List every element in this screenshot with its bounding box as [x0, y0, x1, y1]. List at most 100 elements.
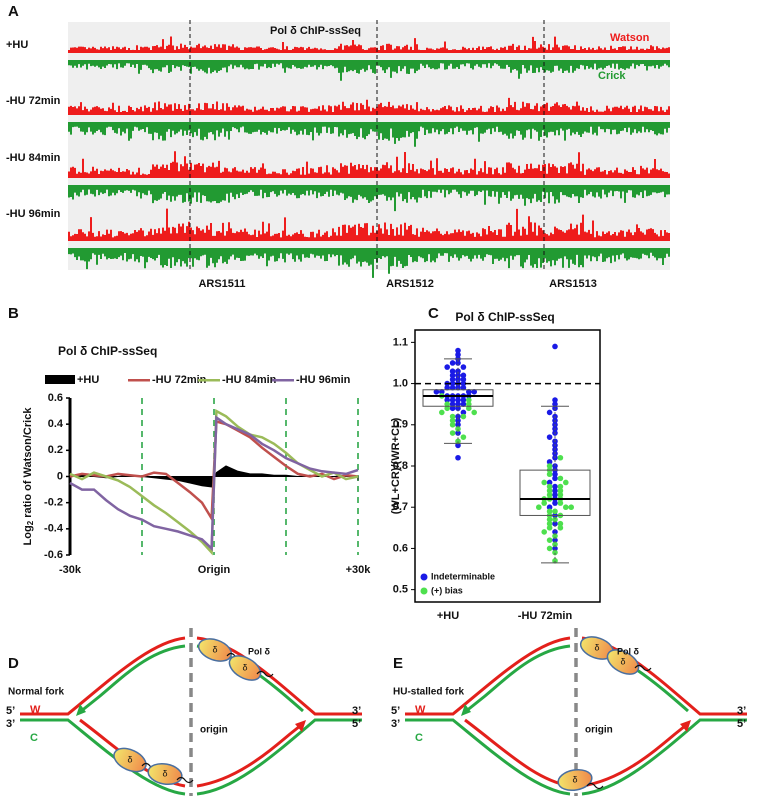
point: [552, 549, 558, 556]
pol-label: Pol δ: [617, 646, 640, 656]
point: [546, 492, 553, 498]
strand-end: 5’: [352, 718, 361, 730]
point: [466, 401, 472, 407]
point: [449, 376, 456, 383]
point: [557, 525, 564, 531]
point: [455, 430, 461, 436]
pol-delta: [113, 747, 147, 773]
y-label-rest: ratio of Watson/Crick: [22, 407, 34, 521]
y-tick-label: 0.4: [48, 418, 64, 430]
strand: [79, 644, 186, 714]
point: [444, 405, 451, 412]
point: [552, 520, 558, 527]
point: [460, 413, 467, 420]
y-tick-label: -0.6: [44, 549, 63, 561]
point: [557, 492, 564, 498]
strand: [20, 636, 186, 716]
plot-frame: [414, 329, 601, 603]
point: [552, 545, 558, 552]
point: [460, 409, 467, 416]
point: [552, 483, 558, 490]
crick-baseline: [68, 122, 670, 125]
point: [557, 475, 564, 482]
legend-swatch: [420, 573, 428, 581]
point: [552, 533, 558, 539]
pol-delta-symbol: δ: [127, 754, 132, 764]
legend-swatch: [198, 379, 220, 382]
y-tick-label: 0.5: [393, 584, 408, 596]
strand: [405, 636, 571, 716]
point: [444, 401, 451, 407]
point: [449, 397, 456, 403]
y-tick-label: -0.2: [44, 497, 63, 509]
legend-swatch: [272, 379, 294, 382]
fork-title: Normal fork: [8, 687, 65, 698]
crick-baseline: [68, 185, 670, 188]
point: [455, 413, 461, 420]
strand-end: 3’: [6, 718, 15, 730]
point: [439, 389, 445, 395]
crick-track: [68, 59, 670, 81]
strand-end: 5’: [6, 705, 15, 717]
point: [546, 434, 553, 440]
strand: [581, 724, 686, 788]
strand: [196, 718, 362, 796]
point: [455, 401, 461, 407]
point: [466, 389, 472, 395]
point: [552, 537, 558, 543]
locus-label: ARS1513: [549, 278, 597, 290]
legend-label: Indeterminable: [431, 571, 495, 581]
point: [563, 479, 569, 486]
strand-name: C: [415, 732, 423, 744]
pol-delta-symbol: δ: [572, 774, 577, 784]
y-label-sub: 2: [26, 520, 35, 525]
y-axis-label: Log2 ratio of Watson/Crick: [22, 407, 35, 546]
point: [460, 401, 467, 407]
point: [546, 483, 553, 490]
x-tick-label: +HU: [437, 610, 459, 622]
point: [455, 405, 461, 412]
legend-swatch: [128, 379, 150, 382]
row-label: +HU: [6, 39, 28, 51]
point: [552, 529, 558, 535]
legend-label: -HU 72min: [152, 374, 207, 386]
pol-delta-symbol: δ: [594, 642, 599, 652]
point: [455, 347, 461, 354]
point: [455, 426, 461, 432]
box: [422, 389, 494, 407]
pol-delta: [147, 762, 183, 786]
track-title: Pol δ ChIP-ssSeq: [270, 25, 361, 37]
point: [455, 351, 461, 358]
crick-label: Crick: [598, 70, 626, 82]
strand: [464, 644, 571, 714]
point: [552, 541, 558, 548]
strand-name: W: [30, 704, 41, 716]
row-label: -HU 96min: [6, 208, 61, 220]
panel-letter: A: [8, 3, 19, 20]
watson-baseline: [68, 175, 670, 178]
point: [546, 520, 553, 527]
strand-name: W: [415, 704, 426, 716]
point: [546, 479, 553, 486]
point: [541, 479, 547, 486]
point: [444, 364, 451, 370]
watson-label: Watson: [610, 32, 650, 44]
point: [546, 504, 553, 511]
y-tick-label: 0.6: [48, 392, 63, 404]
watson-track: [68, 36, 670, 53]
point: [546, 516, 553, 523]
strand: [581, 718, 747, 796]
strand-end: 5’: [391, 705, 400, 717]
row-label: -HU 72min: [6, 95, 61, 107]
y-label-main: Log: [22, 525, 34, 545]
point: [546, 459, 553, 465]
watson-track: [68, 208, 670, 241]
watson-track: [68, 151, 670, 178]
point: [568, 504, 574, 511]
point: [552, 401, 558, 407]
legend-label: (+) bias: [431, 585, 463, 595]
point: [455, 360, 461, 366]
point: [541, 529, 547, 535]
pol-delta: [228, 655, 262, 681]
point: [444, 384, 451, 391]
